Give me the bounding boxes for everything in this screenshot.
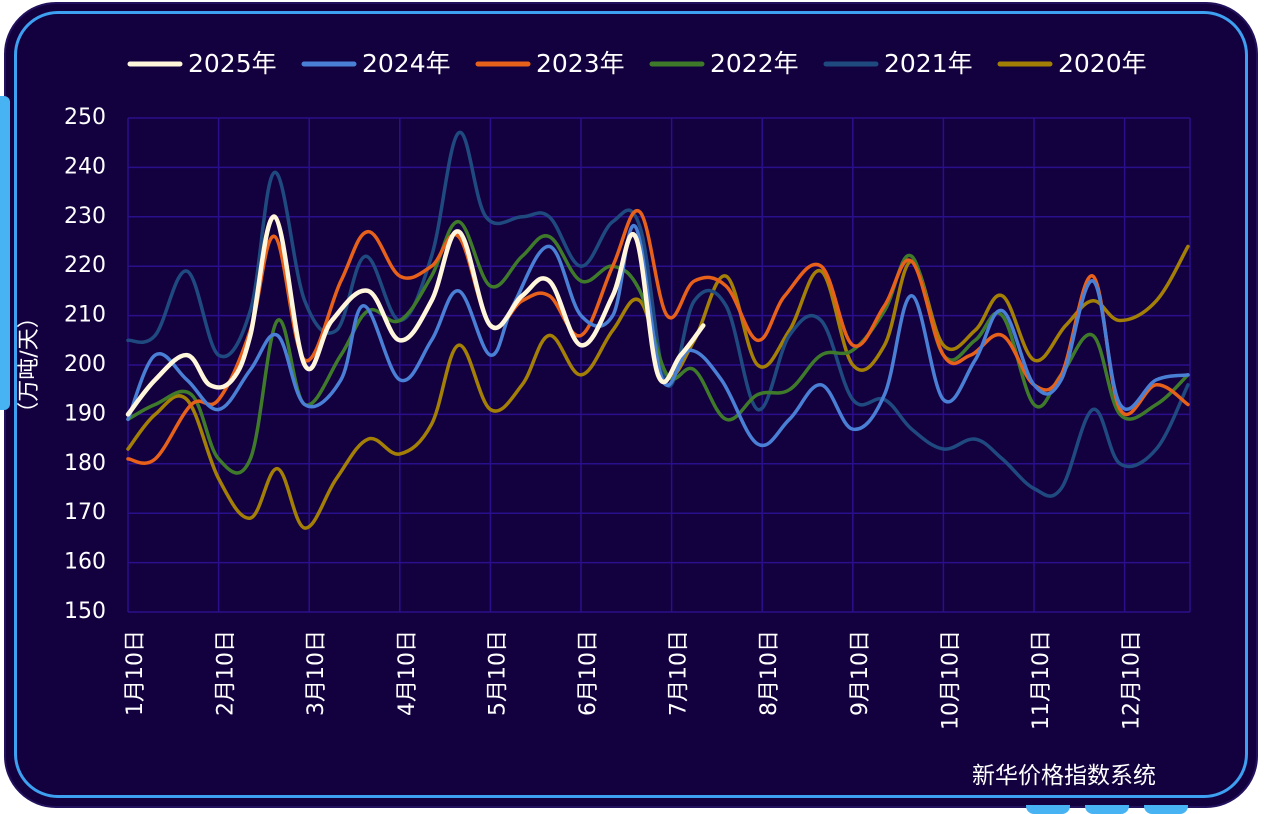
- x-tick-label: 2月10日: [214, 630, 239, 716]
- y-tick-label: 160: [64, 550, 106, 575]
- x-axis-tick-labels: 1月10日 2月10日 3月10日 4月10日 5月10日 6月10日 7月10日 8月10日…: [123, 630, 1145, 730]
- legend-label: 2021年: [884, 49, 973, 78]
- x-tick-label: 6月10日: [576, 630, 601, 716]
- y-tick-label: 200: [64, 352, 106, 377]
- legend-label: 2020年: [1058, 49, 1147, 78]
- y-tick-label: 240: [64, 154, 106, 179]
- legend-item-2024年[interactable]: 2024年: [301, 49, 451, 78]
- x-tick-label: 7月10日: [667, 630, 692, 716]
- y-axis-tick-labels: 150 160 170 180 190 200 210 220 230 240 250: [64, 105, 106, 624]
- x-tick-label: 10月10日: [938, 630, 963, 730]
- legend-label: 2023年: [536, 49, 625, 78]
- x-tick-label: 9月10日: [848, 630, 873, 716]
- series-line-2025年: [125, 214, 706, 417]
- y-tick-label: 210: [64, 303, 106, 328]
- x-tick-label: 11月10日: [1029, 630, 1054, 730]
- legend[interactable]: 2025年 2024年 2023年 2022年 2021年 2020年: [127, 49, 1147, 78]
- y-tick-label: 230: [64, 204, 106, 229]
- x-tick-label: 1月10日: [123, 630, 148, 716]
- legend-label: 2025年: [188, 49, 277, 78]
- y-axis-label: （万吨/天）: [17, 306, 42, 423]
- legend-item-2023年[interactable]: 2023年: [475, 49, 625, 78]
- legend-item-2021年[interactable]: 2021年: [823, 49, 973, 78]
- x-tick-label: 4月10日: [395, 630, 420, 716]
- corner-tab-decoration: [1144, 805, 1188, 814]
- y-tick-label: 150: [64, 599, 106, 624]
- x-tick-label: 12月10日: [1120, 630, 1145, 730]
- source-label: 新华价格指数系统: [972, 763, 1156, 789]
- y-tick-label: 170: [64, 500, 106, 525]
- y-tick-label: 250: [64, 105, 106, 130]
- series-line-2024年: [126, 224, 1190, 448]
- side-tab-decoration: [0, 96, 10, 410]
- corner-tab-decoration: [1026, 805, 1070, 814]
- legend-item-2022年[interactable]: 2022年: [649, 49, 799, 78]
- series-lines: [125, 131, 1190, 530]
- legend-label: 2024年: [362, 49, 451, 78]
- corner-tab-decoration: [1085, 805, 1129, 814]
- x-tick-label: 5月10日: [485, 630, 510, 716]
- legend-item-2020年[interactable]: 2020年: [997, 49, 1147, 78]
- y-tick-label: 190: [64, 401, 106, 426]
- legend-item-2025年[interactable]: 2025年: [127, 49, 277, 78]
- x-tick-label: 8月10日: [757, 630, 782, 716]
- chart-frame: [14, 11, 1248, 798]
- legend-label: 2022年: [710, 49, 799, 78]
- x-tick-label: 3月10日: [304, 630, 329, 716]
- series-line-2021年: [126, 131, 1190, 498]
- y-tick-label: 220: [64, 253, 106, 278]
- y-tick-label: 180: [64, 451, 106, 476]
